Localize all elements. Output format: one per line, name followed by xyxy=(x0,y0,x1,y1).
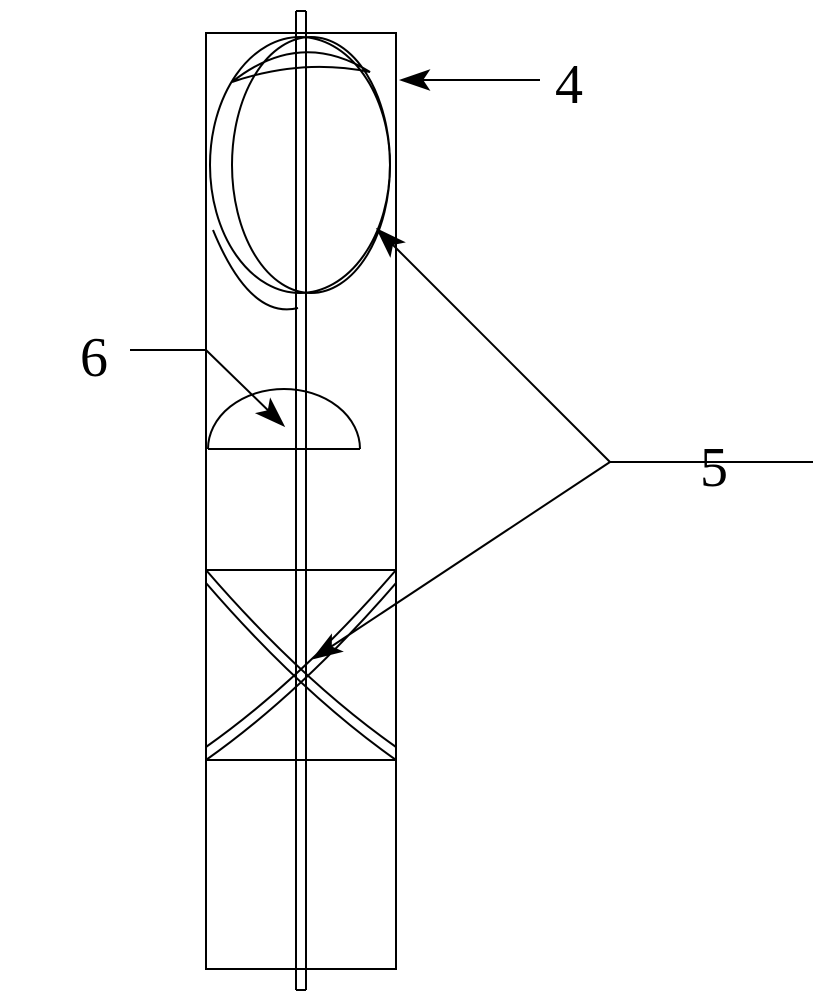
half-disc xyxy=(208,389,360,449)
label-6: 6 xyxy=(80,330,108,386)
figure xyxy=(0,0,813,1000)
cross-blades xyxy=(206,570,396,760)
section-lines xyxy=(206,570,396,760)
top-blade xyxy=(210,37,390,309)
label-5: 5 xyxy=(700,440,728,496)
central-shaft xyxy=(296,11,306,990)
outer-rect xyxy=(206,33,396,969)
label-4: 4 xyxy=(555,57,583,113)
